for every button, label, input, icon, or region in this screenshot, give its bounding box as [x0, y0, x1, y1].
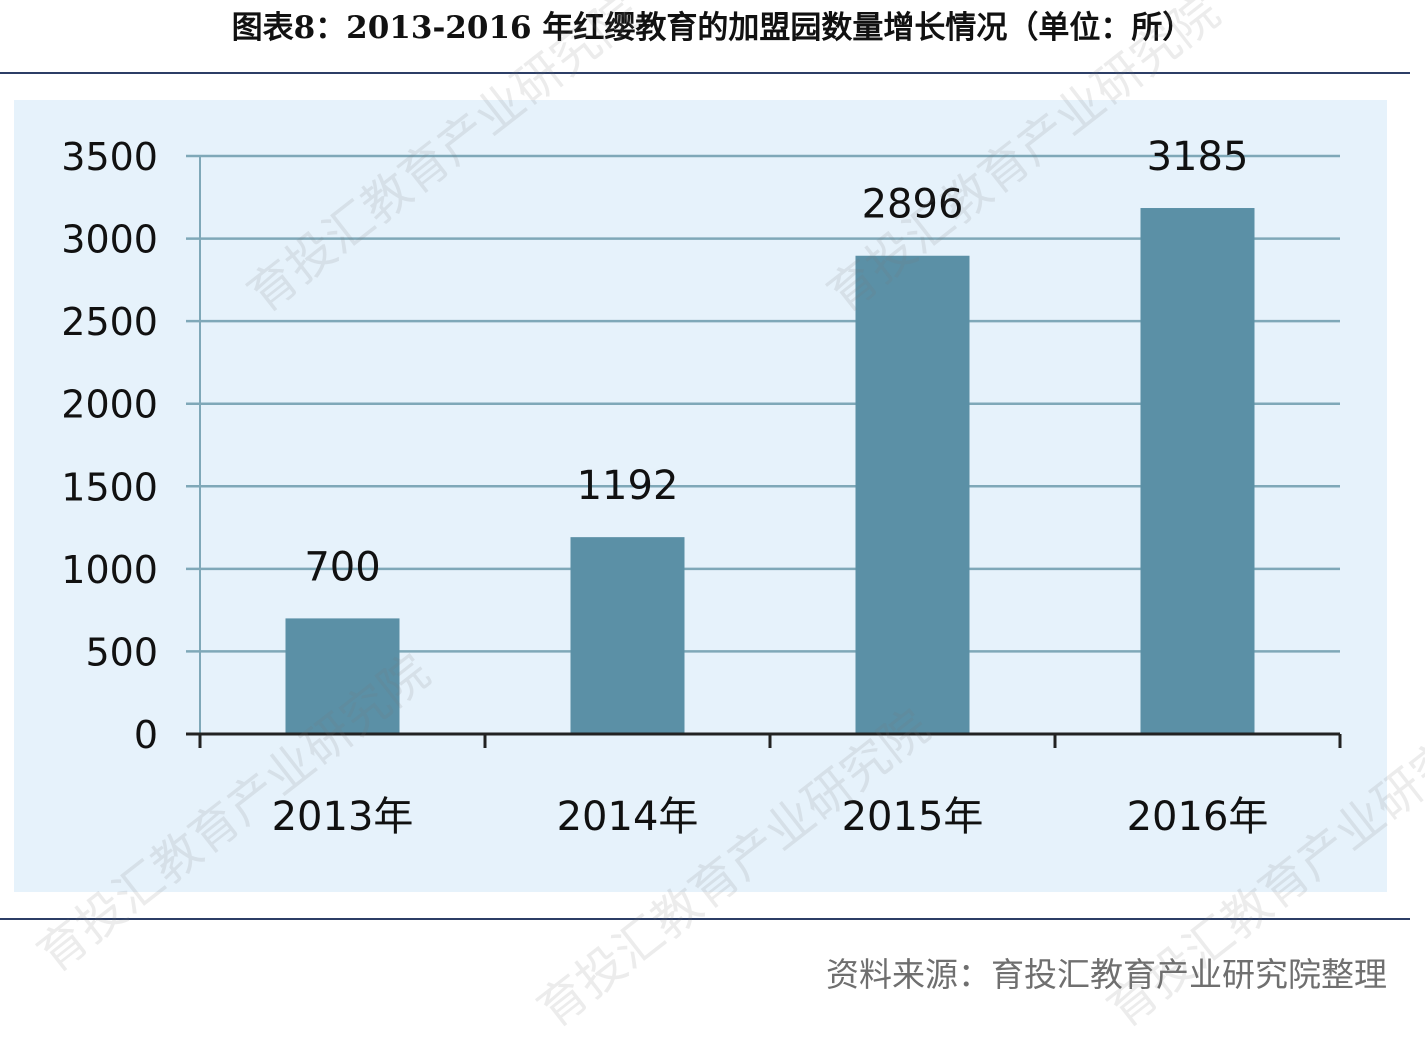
y-tick-label: 2000 — [61, 383, 158, 427]
y-tick-label: 2500 — [61, 300, 158, 344]
data-label: 1192 — [577, 463, 679, 509]
x-tick-label: 2014年 — [557, 794, 699, 840]
data-label: 700 — [304, 544, 380, 590]
axes — [186, 156, 1342, 748]
data-label: 3185 — [1147, 134, 1249, 180]
bar — [285, 618, 400, 734]
y-tick-label: 1500 — [61, 465, 158, 509]
top-divider — [0, 72, 1410, 74]
y-tick-label: 500 — [85, 630, 158, 674]
x-tick-label: 2015年 — [842, 794, 984, 840]
y-tick-label: 0 — [134, 713, 158, 757]
chart-title: 图表8：2013-2016 年红缨教育的加盟园数量增长情况（单位：所） — [231, 10, 1194, 46]
bar-chart: 0 500 1000 1500 2000 2500 3000 3500 700 2013年 1192… — [61, 134, 1342, 840]
bottom-divider — [0, 918, 1410, 920]
labels: 0 500 1000 1500 2000 2500 3000 3500 700 2013年 1192… — [61, 134, 1268, 840]
bars — [285, 208, 1255, 735]
x-tick-label: 2016年 — [1127, 794, 1269, 840]
y-tick-label: 3000 — [61, 218, 158, 262]
data-label: 2896 — [862, 182, 964, 228]
bar — [1140, 208, 1255, 734]
source-note: 资料来源：育投汇教育产业研究院整理 — [826, 955, 1387, 994]
bar — [570, 537, 685, 734]
bar — [855, 255, 970, 735]
y-tick-label: 1000 — [61, 548, 158, 592]
x-tick-label: 2013年 — [272, 794, 414, 840]
y-tick-label: 3500 — [61, 135, 158, 179]
